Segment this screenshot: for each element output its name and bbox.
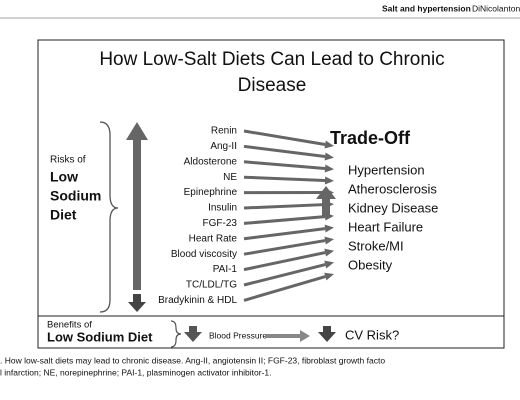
outcome: Hypertension bbox=[348, 162, 425, 177]
outcome-list: Hypertension Atherosclerosis Kidney Diseas… bbox=[348, 162, 438, 272]
factor: Ang-II bbox=[210, 141, 237, 152]
up-arrow bbox=[316, 186, 336, 216]
fan-arrowhead bbox=[324, 272, 334, 281]
outcome: Stroke/MI bbox=[348, 238, 404, 253]
fan-arrow bbox=[243, 227, 326, 241]
factor: Insulin bbox=[208, 203, 237, 214]
fan-arrow bbox=[243, 251, 326, 272]
up-arrow bbox=[126, 122, 148, 290]
benefits-brace bbox=[170, 320, 182, 348]
outcome: Kidney Disease bbox=[348, 200, 438, 215]
outcome: Obesity bbox=[348, 257, 393, 272]
factor: Epinephrine bbox=[184, 187, 238, 198]
outcome: Atherosclerosis bbox=[348, 181, 437, 196]
risks-label: Low bbox=[50, 169, 78, 185]
risks-brace bbox=[99, 121, 119, 313]
risks-label: Diet bbox=[50, 207, 77, 223]
fan-arrow bbox=[243, 203, 326, 210]
fan-arrowhead bbox=[324, 260, 334, 269]
factor: Blood viscosity bbox=[171, 249, 237, 260]
factor: Heart Rate bbox=[189, 233, 238, 244]
fan-arrow bbox=[243, 275, 326, 302]
fan-arrowhead bbox=[324, 152, 334, 161]
right-arrow bbox=[265, 330, 310, 342]
factor: PAI-1 bbox=[213, 264, 238, 275]
fan-arrowhead bbox=[324, 224, 334, 233]
fan-arrowhead bbox=[324, 140, 334, 149]
cv-risk: CV Risk? bbox=[345, 327, 399, 342]
fan-arrowhead bbox=[324, 248, 334, 257]
down-arrow bbox=[318, 326, 336, 342]
fan-arrow bbox=[243, 239, 326, 256]
factor: Aldosterone bbox=[184, 156, 238, 167]
factor: FGF-23 bbox=[203, 218, 238, 229]
fan-arrowhead bbox=[324, 236, 334, 245]
fan-arrowhead bbox=[324, 176, 334, 185]
benefits-label: Low Sodium Diet bbox=[47, 329, 153, 344]
factor: Bradykinin & HDL bbox=[158, 295, 237, 306]
risks-label: Sodium bbox=[50, 188, 101, 204]
fan-arrow bbox=[243, 129, 326, 147]
risks-label: Risks of bbox=[50, 155, 86, 166]
figure-title: Disease bbox=[238, 75, 307, 96]
down-arrow bbox=[184, 326, 202, 342]
blood-pressure: Blood Pressure bbox=[209, 330, 267, 340]
factor: NE bbox=[223, 172, 237, 183]
fan-arrow bbox=[243, 144, 326, 159]
trade-off: Trade-Off bbox=[330, 128, 411, 148]
fan-arrow bbox=[243, 160, 326, 171]
caption: l infarction; NE, norepinephrine; PAI-1,… bbox=[0, 367, 272, 377]
figure-title: How Low-Salt Diets Can Lead to Chronic bbox=[99, 49, 444, 70]
fan-arrow bbox=[243, 175, 326, 183]
factor: TC/LDL/TG bbox=[186, 280, 237, 291]
outcome: Heart Failure bbox=[348, 219, 423, 234]
down-arrow bbox=[128, 294, 146, 312]
fan-arrow bbox=[243, 215, 326, 225]
benefits-label: Benefits of bbox=[47, 320, 92, 331]
header-authors: DiNicolantonio and bbox=[472, 3, 520, 13]
running-title: Salt and hypertension bbox=[382, 3, 471, 13]
factor-list: Renin Ang-II Aldosterone NE Epinephrine Insul… bbox=[158, 126, 237, 306]
caption: . How low-salt diets may lead to chronic… bbox=[0, 355, 385, 365]
fan-arrowhead bbox=[324, 164, 334, 173]
fan-arrow bbox=[243, 263, 326, 287]
factor: Renin bbox=[211, 126, 237, 137]
